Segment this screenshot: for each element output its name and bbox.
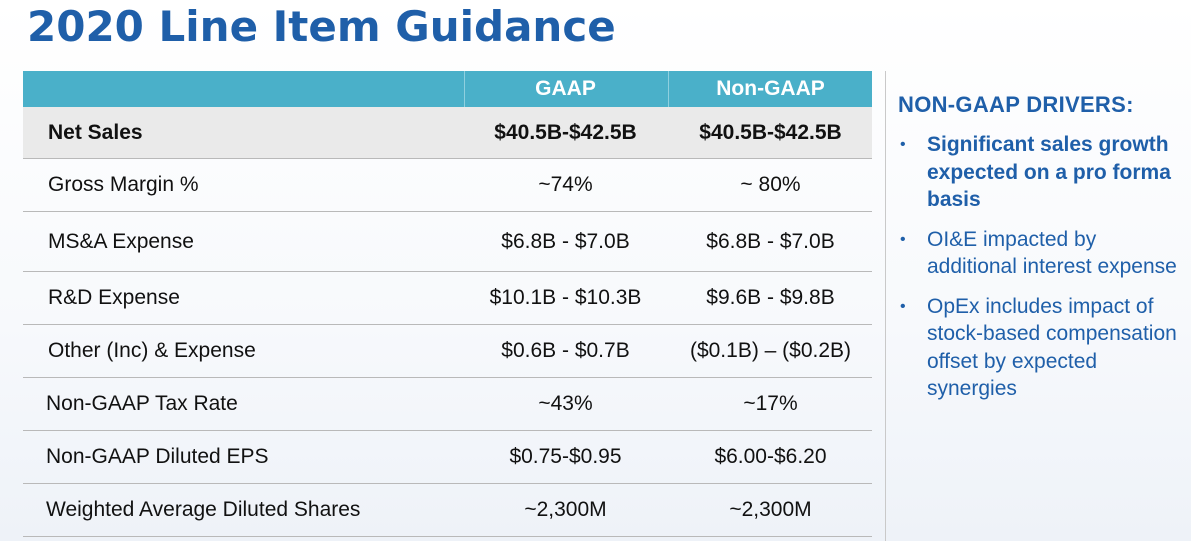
- gaap-value: ~74%: [538, 173, 593, 196]
- list-item: • OpEx includes impact of stock-based co…: [898, 293, 1183, 403]
- bullet-icon: •: [900, 136, 906, 153]
- bullet-icon: •: [900, 230, 906, 248]
- table-header: GAAP Non-GAAP: [23, 71, 872, 107]
- header-divider: [668, 71, 669, 107]
- gaap-value: ~2,300M: [524, 498, 607, 521]
- column-header-non-gaap: Non-GAAP: [716, 77, 825, 100]
- header-divider: [464, 71, 465, 107]
- table-row: Gross Margin % ~74% ~ 80%: [23, 159, 872, 212]
- non-gaap-value: $40.5B-$42.5B: [699, 120, 842, 144]
- table-row-net-sales: Net Sales $40.5B-$42.5B $40.5B-$42.5B: [23, 107, 872, 159]
- gaap-value: $0.75-$0.95: [509, 445, 622, 468]
- non-gaap-value: ~17%: [743, 392, 798, 415]
- row-label: Non-GAAP Diluted EPS: [46, 445, 269, 468]
- row-label: Gross Margin %: [48, 173, 199, 196]
- gaap-value: $6.8B - $7.0B: [501, 229, 630, 253]
- non-gaap-value: $6.8B - $7.0B: [706, 229, 835, 253]
- guidance-table: GAAP Non-GAAP Net Sales $40.5B-$42.5B $4…: [23, 71, 872, 537]
- table-row: Non-GAAP Tax Rate ~43% ~17%: [23, 378, 872, 431]
- row-label: Other (Inc) & Expense: [48, 339, 256, 362]
- non-gaap-value: $6.00-$6.20: [714, 445, 827, 468]
- drivers-list: • Significant sales growth expected on a…: [898, 131, 1183, 403]
- non-gaap-value: ~ 80%: [740, 173, 801, 196]
- table-row: MS&A Expense $6.8B - $7.0B $6.8B - $7.0B: [23, 212, 872, 272]
- table-row: Other (Inc) & Expense $0.6B - $0.7B ($0.…: [23, 325, 872, 378]
- page-title: 2020 Line Item Guidance: [27, 2, 616, 51]
- bullet-text: Significant sales growth expected on a p…: [927, 133, 1171, 211]
- table-row: Weighted Average Diluted Shares ~2,300M …: [23, 484, 872, 537]
- drivers-title: NON-GAAP DRIVERS:: [898, 92, 1134, 117]
- gaap-value: $40.5B-$42.5B: [494, 120, 637, 144]
- row-label: Net Sales: [48, 120, 143, 144]
- gaap-value: $10.1B - $10.3B: [489, 286, 642, 309]
- row-label: R&D Expense: [48, 286, 180, 309]
- column-header-gaap: GAAP: [535, 77, 596, 100]
- table-row: R&D Expense $10.1B - $10.3B $9.6B - $9.8…: [23, 272, 872, 325]
- row-label: Non-GAAP Tax Rate: [46, 392, 238, 415]
- gaap-value: ~43%: [538, 392, 593, 415]
- list-item: • OI&E impacted by additional interest e…: [898, 226, 1183, 281]
- row-label: Weighted Average Diluted Shares: [46, 498, 361, 521]
- section-divider: [885, 71, 886, 541]
- bullet-icon: •: [900, 297, 906, 315]
- non-gaap-value: $9.6B - $9.8B: [706, 286, 835, 309]
- table-row: Non-GAAP Diluted EPS $0.75-$0.95 $6.00-$…: [23, 431, 872, 484]
- row-label: MS&A Expense: [48, 229, 194, 253]
- list-item: • Significant sales growth expected on a…: [898, 131, 1183, 214]
- gaap-value: $0.6B - $0.7B: [501, 339, 630, 362]
- bullet-text: OpEx includes impact of stock-based comp…: [927, 294, 1177, 401]
- non-gaap-value: ~2,300M: [729, 498, 812, 521]
- bullet-text: OI&E impacted by additional interest exp…: [927, 227, 1177, 279]
- drivers-panel: NON-GAAP DRIVERS: • Significant sales gr…: [898, 92, 1183, 415]
- non-gaap-value: ($0.1B) – ($0.2B): [689, 339, 852, 362]
